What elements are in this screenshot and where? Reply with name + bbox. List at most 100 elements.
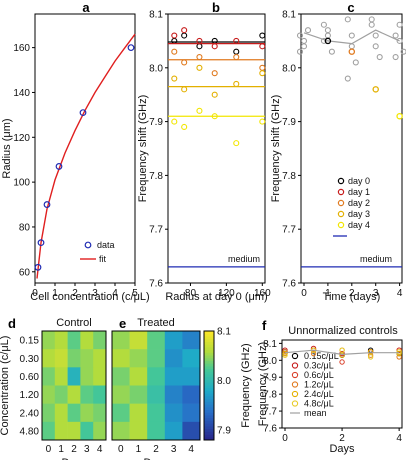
panel-e-cell — [147, 385, 166, 404]
colorbar-segment — [204, 355, 214, 359]
legend-day-2-label: day 2 — [348, 198, 370, 208]
panel-f-label: f — [262, 318, 267, 333]
panel-e-cell — [112, 349, 130, 368]
legend-day-1-marker — [337, 188, 345, 196]
panel-a-y-tick-label: 100 — [13, 178, 30, 189]
series-point — [339, 347, 345, 353]
panel-d-cell — [54, 349, 68, 368]
panel-c-y-tick-label: 7.7 — [282, 225, 296, 236]
colorbar-segment — [204, 360, 214, 365]
colorbar-segment — [204, 350, 214, 354]
colorbar-segment — [204, 437, 214, 441]
colorbar-segment — [204, 434, 214, 438]
panel-c-y-tick-label: 7.9 — [282, 117, 296, 128]
day-3-point — [211, 91, 218, 98]
colorbar-tick-label: 8.1 — [217, 327, 231, 338]
gray-point — [372, 43, 379, 50]
panel-b-y-tick-label: 8.0 — [149, 63, 163, 74]
data-point — [127, 44, 135, 52]
panel-d-cell — [67, 367, 81, 386]
day-4-point — [259, 118, 266, 125]
day-1-point — [171, 32, 178, 39]
panel-d-cell — [42, 331, 56, 350]
data-point — [34, 263, 42, 271]
panel-f-y-tick-label: 7.6 — [263, 424, 277, 435]
panel-e-cell — [182, 349, 201, 368]
day-1-point — [211, 43, 218, 50]
colorbar-label: Frequency (GHz) — [240, 343, 252, 427]
panel-d-cell — [80, 403, 94, 423]
colorbar-segment — [204, 382, 214, 386]
colorbar-segment — [204, 415, 214, 419]
panel-a-ylabel: Radius (μm) — [1, 118, 13, 178]
panel-e-label: e — [119, 316, 126, 331]
gray-point — [348, 32, 355, 39]
panel-d-x-tick-label: 1 — [58, 444, 64, 455]
panel-b-x-tick-label: 120 — [218, 288, 235, 299]
panel-a-x-tick-label: 1 — [52, 288, 58, 299]
panel-a-x-tick-label: 3 — [92, 288, 98, 299]
panel-f-x-tick-label: 4 — [396, 433, 402, 444]
panel-c-ylabel: Frequency shift (GHz) — [270, 95, 282, 203]
day-2-point — [181, 59, 188, 66]
panel-d-cell — [80, 385, 94, 404]
panel-c-y-tick-label: 7.8 — [282, 171, 296, 182]
panel-d-label: d — [8, 316, 16, 331]
gray-point — [320, 21, 327, 28]
gray-point — [372, 32, 379, 39]
plot-frame — [167, 13, 266, 284]
panel-e-cell — [147, 331, 166, 350]
legend-day-1-label: day 1 — [348, 187, 370, 197]
legend-series-marker — [291, 371, 299, 379]
panel-c-x-tick-label: 3 — [373, 288, 379, 299]
gray-point — [392, 32, 399, 39]
panel-d-cell — [80, 421, 94, 441]
colorbar-segment — [204, 377, 214, 381]
legend-day-0-marker — [337, 177, 345, 185]
panel-d-x-tick-label: 3 — [84, 444, 90, 455]
gray-point — [400, 48, 406, 55]
series-point — [310, 350, 317, 357]
panel-d-row-label: 4.80 — [20, 426, 40, 437]
panel-e-cell — [112, 421, 130, 441]
colorbar-segment — [204, 407, 214, 411]
colorbar-segment — [204, 390, 214, 395]
panel-d-x-tick-label: 0 — [46, 444, 52, 455]
day-4-point — [171, 118, 178, 125]
panel-d-cell — [54, 403, 68, 423]
panel-e-cell — [164, 403, 183, 423]
gray-point — [324, 27, 331, 34]
panel-d-x-tick-label: 4 — [97, 444, 103, 455]
mean-line — [284, 349, 400, 356]
series-point — [367, 349, 374, 355]
day-0-point — [233, 48, 240, 55]
panel-a-x-tick-label: 4 — [112, 288, 118, 299]
day-4-highlight-point — [396, 112, 403, 120]
panel-f-x-tick-label: 2 — [339, 433, 345, 444]
colorbar-segment — [204, 429, 214, 433]
colorbar-segment — [204, 366, 214, 370]
panel-d-cell — [93, 403, 107, 423]
gray-point — [344, 16, 351, 23]
colorbar-segment — [204, 369, 214, 373]
legend-day-0-label: day 0 — [348, 176, 370, 186]
panel-b-x-tick-label: 80 — [185, 288, 197, 299]
day-1-point — [196, 37, 203, 44]
panel-d-cell — [42, 349, 56, 368]
colorbar-segment — [204, 426, 214, 430]
panel-d-cell — [42, 403, 56, 423]
panel-d-cell — [93, 421, 107, 441]
panel-c-x-tick-label: 0 — [301, 288, 307, 299]
legend-series-label: mean — [304, 408, 327, 418]
legend-day-3-label: day 3 — [348, 209, 370, 219]
panel-e-x-tick-label: 2 — [153, 444, 159, 455]
gray-point — [304, 27, 312, 34]
panel-d-cell — [93, 349, 107, 368]
colorbar-tick-label: 8.0 — [217, 376, 231, 387]
colorbar-segment — [204, 341, 214, 346]
legend-series-label: 4.8c/μL — [304, 399, 334, 409]
panel-d-cell — [93, 367, 107, 386]
panel-a-y-tick-label: 140 — [13, 88, 30, 99]
gray-point — [324, 32, 331, 39]
